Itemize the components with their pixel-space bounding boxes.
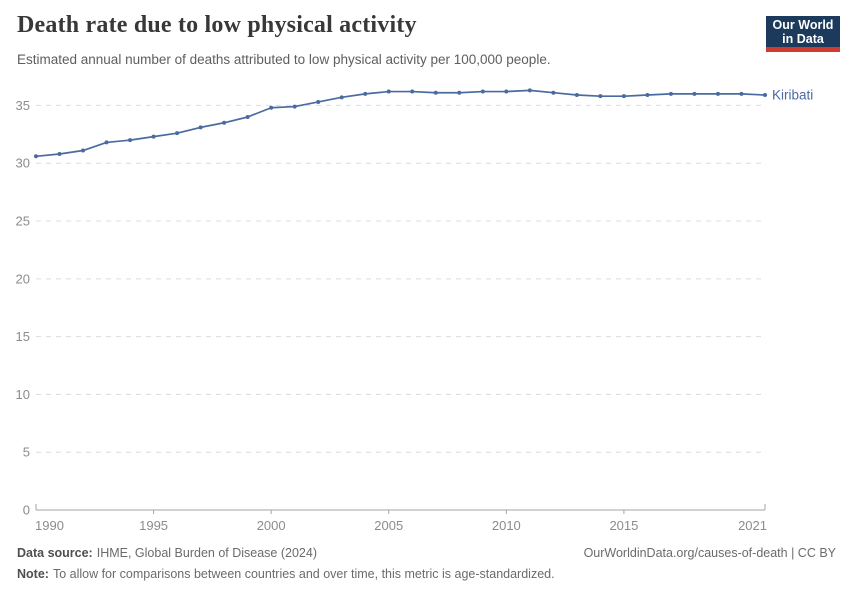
data-point[interactable] bbox=[292, 104, 297, 109]
data-point[interactable] bbox=[269, 105, 274, 110]
data-point[interactable] bbox=[316, 99, 321, 104]
owid-logo: Our World in Data bbox=[766, 16, 840, 52]
data-point[interactable] bbox=[363, 91, 368, 96]
logo-line-1: Our World bbox=[772, 17, 834, 32]
chart-subtitle: Estimated annual number of deaths attrib… bbox=[17, 52, 551, 67]
data-point[interactable] bbox=[551, 90, 556, 95]
x-tick-label: 2021 bbox=[738, 518, 767, 533]
data-point[interactable] bbox=[527, 88, 532, 93]
y-tick-label: 15 bbox=[16, 329, 30, 344]
note-value: To allow for comparisons between countri… bbox=[52, 567, 555, 581]
data-point[interactable] bbox=[763, 93, 767, 98]
data-point[interactable] bbox=[198, 125, 203, 130]
data-point[interactable] bbox=[574, 93, 579, 98]
data-point[interactable] bbox=[175, 131, 180, 136]
data-source-label: Data source: bbox=[17, 546, 93, 560]
data-point[interactable] bbox=[151, 134, 156, 139]
x-tick-label: 1990 bbox=[35, 518, 64, 533]
data-point[interactable] bbox=[668, 91, 673, 96]
data-point[interactable] bbox=[645, 93, 650, 98]
data-source-line: Data source: IHME, Global Burden of Disea… bbox=[17, 546, 317, 560]
page-title: Death rate due to low physical activity bbox=[17, 12, 417, 38]
data-point[interactable] bbox=[715, 91, 720, 96]
data-point[interactable] bbox=[457, 90, 462, 95]
data-point[interactable] bbox=[57, 151, 62, 156]
data-source-value: IHME, Global Burden of Disease (2024) bbox=[96, 546, 317, 560]
data-point[interactable] bbox=[480, 89, 485, 94]
y-tick-label: 10 bbox=[16, 387, 30, 402]
data-point[interactable] bbox=[34, 154, 38, 159]
note-label: Note: bbox=[17, 567, 49, 581]
x-tick-label: 2005 bbox=[374, 518, 403, 533]
chart-footer: Data source: IHME, Global Burden of Disea… bbox=[17, 546, 836, 581]
data-point[interactable] bbox=[386, 89, 391, 94]
data-point[interactable] bbox=[504, 89, 509, 94]
logo-line-2: in Data bbox=[782, 31, 824, 46]
y-tick-label: 0 bbox=[23, 503, 30, 518]
x-tick-label: 2010 bbox=[492, 518, 521, 533]
owid-link[interactable]: OurWorldinData.org/causes-of-death | CC … bbox=[583, 546, 836, 560]
x-tick-label: 2000 bbox=[257, 518, 286, 533]
y-tick-label: 35 bbox=[16, 98, 30, 113]
data-point[interactable] bbox=[222, 120, 227, 125]
data-point[interactable] bbox=[128, 138, 133, 143]
x-tick-label: 1995 bbox=[139, 518, 168, 533]
y-tick-label: 30 bbox=[16, 156, 30, 171]
data-point[interactable] bbox=[104, 140, 109, 145]
data-point[interactable] bbox=[621, 94, 626, 99]
data-point[interactable] bbox=[410, 89, 415, 94]
y-tick-label: 20 bbox=[16, 271, 30, 286]
series-line-kiribati[interactable] bbox=[35, 89, 766, 158]
x-tick-label: 2015 bbox=[609, 518, 638, 533]
y-tick-label: 5 bbox=[23, 445, 30, 460]
data-point[interactable] bbox=[245, 114, 250, 119]
data-point[interactable] bbox=[692, 91, 697, 96]
data-point[interactable] bbox=[433, 90, 438, 95]
note-line: Note: To allow for comparisons between co… bbox=[17, 567, 836, 581]
data-point[interactable] bbox=[339, 95, 344, 100]
entity-label[interactable]: Kiribati bbox=[772, 88, 813, 103]
y-tick-label: 25 bbox=[16, 214, 30, 229]
data-point[interactable] bbox=[81, 148, 86, 153]
data-point[interactable] bbox=[598, 94, 603, 99]
data-point[interactable] bbox=[739, 91, 744, 96]
